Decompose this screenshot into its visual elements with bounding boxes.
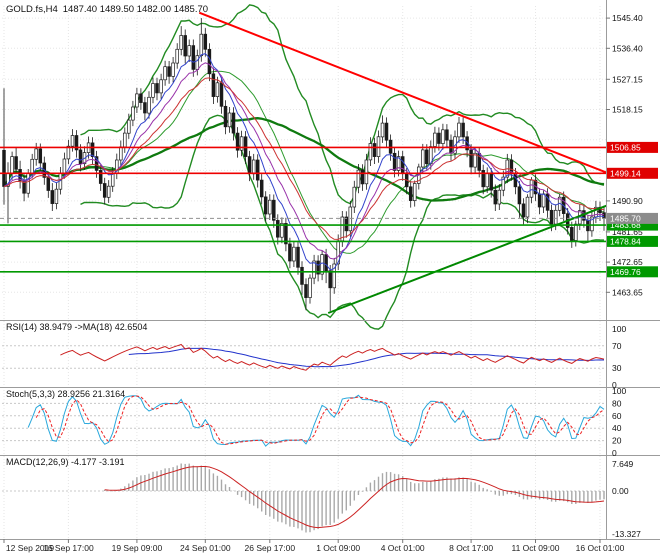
price-tick-label: 1481.65 (612, 227, 643, 237)
svg-text:1483.68: 1483.68 (610, 220, 641, 230)
ma-21-line (3, 77, 605, 240)
macd-panel-title: MACD(12,26,9) -4.177 -3.191 (6, 457, 125, 467)
price-tick-label: 1472.65 (612, 257, 643, 267)
ascending-trendline (327, 204, 608, 314)
svg-text:1469.76: 1469.76 (610, 267, 641, 277)
rsi-ma-line (128, 347, 605, 368)
price-badge-1499.14: 1499.14 (607, 167, 658, 179)
time-axis-label: 8 Oct 17:00 (449, 543, 493, 553)
descending-trendline (198, 11, 608, 174)
bollinger-lower-band (80, 114, 605, 330)
svg-text:1506.85: 1506.85 (610, 142, 641, 152)
stoch-panel-title: Stoch(5,3,3) 28.9256 21.3164 (6, 389, 126, 399)
symbol-timeframe-label: GOLD.fs,H4 (6, 4, 58, 15)
bid-price-badge: 1485.70 (607, 212, 658, 224)
price-tick-label: 1518.15 (612, 105, 643, 115)
macd-scale-min: -13.327 (612, 529, 641, 539)
time-axis-label: 1 Oct 09:00 (316, 543, 360, 553)
rsi-scale-label: 0 (612, 380, 617, 390)
stoch-scale-label: 80 (612, 398, 622, 408)
time-axis-label: 16 Sep 17:00 (43, 543, 94, 553)
time-axis-label: 11 Oct 09:00 (511, 543, 559, 553)
price-tick-label: 1490.90 (612, 196, 643, 206)
price-badge-1478.84: 1478.84 (607, 235, 658, 247)
time-axis-label: 24 Sep 01:00 (180, 543, 231, 553)
ma-8-line (3, 53, 605, 271)
rsi-panel-title: RSI(14) 38.9479 ->MA(18) 42.6504 (6, 322, 148, 332)
macd-scale-max: 7.649 (612, 459, 634, 469)
price-tick-label: 1463.65 (612, 287, 643, 297)
time-axis-label: 12 Sep 2019 (6, 543, 54, 553)
price-badge-1506.85: 1506.85 (607, 141, 658, 153)
time-axis-label: 4 Oct 01:00 (381, 543, 425, 553)
svg-text:1485.70: 1485.70 (610, 213, 641, 223)
ohlc-values: 1487.40 1489.50 1482.00 1485.70 (62, 4, 209, 15)
price-tick-label: 1545.40 (612, 13, 643, 23)
stoch-scale-label: 20 (612, 436, 622, 446)
stoch-scale-label: 0 (612, 448, 617, 458)
macd-signal-line (104, 466, 605, 529)
macd-histogram (103, 463, 605, 533)
time-axis-label: 19 Sep 09:00 (112, 543, 163, 553)
macd-scale-zero: 0.00 (612, 486, 629, 496)
chart-header: GOLD.fs,H4 1487.40 1489.50 1482.00 1485.7… (6, 4, 208, 15)
svg-text:1478.84: 1478.84 (610, 236, 641, 246)
price-badge-1469.76: 1469.76 (607, 266, 658, 278)
svg-text:1499.14: 1499.14 (610, 168, 641, 178)
stoch-scale-label: 40 (612, 423, 622, 433)
rsi-scale-label: 70 (612, 341, 622, 351)
price-tick-label: 1527.15 (612, 74, 643, 84)
price-badge-1483.68: 1483.68 (607, 219, 658, 231)
rsi-scale-label: 30 (612, 363, 622, 373)
price-tick-label: 1536.40 (612, 43, 643, 53)
stoch-k-line (27, 394, 605, 447)
time-axis-label: 16 Oct 01:00 (576, 543, 625, 553)
bollinger-upper-band (80, 4, 605, 205)
stoch-scale-label: 100 (612, 386, 626, 396)
stoch-scale-label: 60 (612, 411, 622, 421)
rsi-scale-label: 100 (612, 324, 626, 334)
time-axis-label: 26 Sep 17:00 (245, 543, 296, 553)
rsi-line (60, 343, 605, 371)
